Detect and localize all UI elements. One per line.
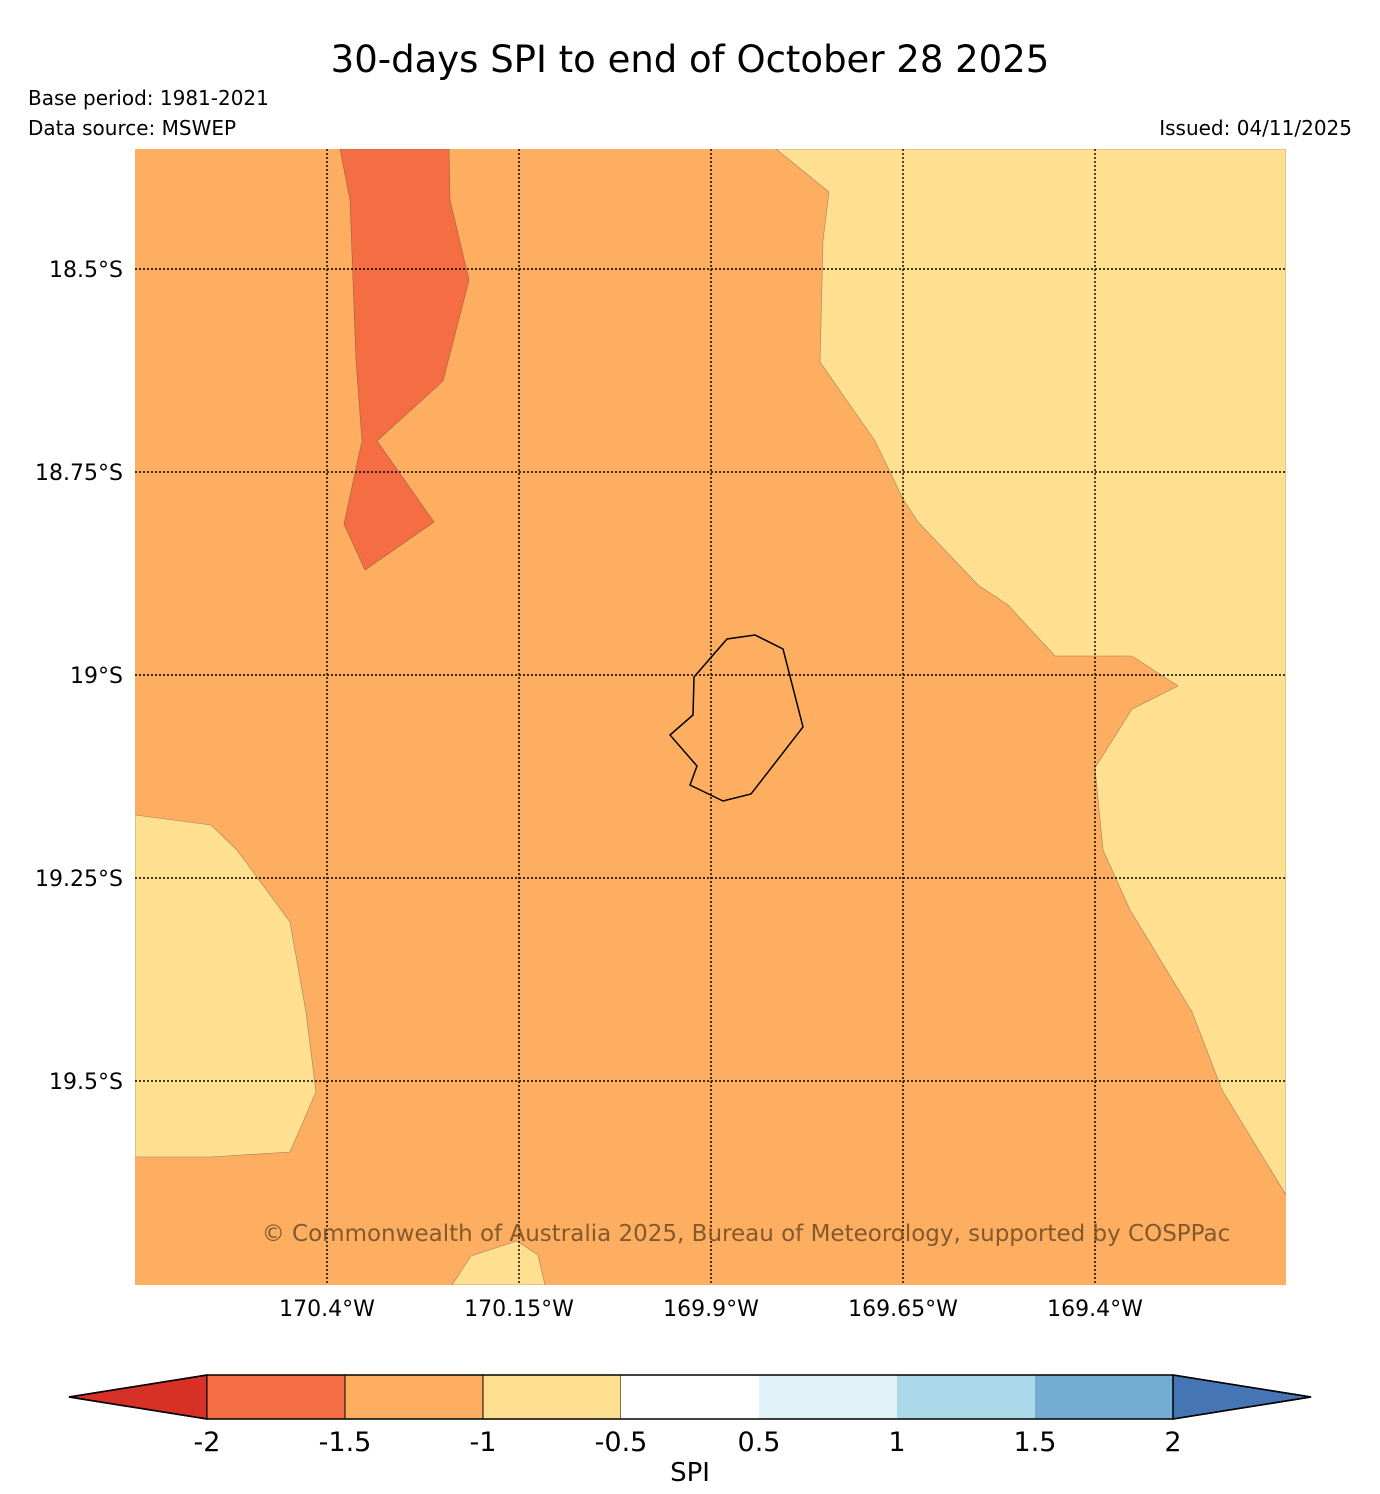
- colorbar-label: SPI: [670, 1458, 710, 1488]
- data-source: Data source: MSWEP: [28, 116, 237, 140]
- spi-region-severe-dry: [339, 149, 470, 571]
- colorbar-tick: 0.5: [738, 1427, 781, 1458]
- colorbar-tick: -0.5: [595, 1427, 648, 1458]
- map-panel: © Commonwealth of Australia 2025, Bureau…: [135, 149, 1286, 1285]
- issued-date: Issued: 04/11/2025: [1159, 116, 1352, 140]
- colorbar-ticks: -2 -1.5 -1 -0.5 0.5 1 1.5 2: [194, 1427, 1182, 1458]
- lon-label: 170.4°W: [279, 1297, 375, 1322]
- graticule: [135, 149, 1286, 1285]
- island-coastline: [668, 634, 804, 802]
- colorbar: -2 -1.5 -1 -0.5 0.5 1 1.5 2 SPI: [68, 1374, 1312, 1488]
- colorbar-tick: -2: [194, 1427, 221, 1458]
- lon-label: 169.65°W: [848, 1297, 958, 1322]
- colorbar-segment: [1035, 1375, 1173, 1419]
- spi-region-mild-dry-south: [451, 1240, 546, 1285]
- lon-label: 169.4°W: [1047, 1297, 1143, 1322]
- colorbar-segment: [206, 1374, 346, 1420]
- colorbar-segment: [344, 1374, 484, 1420]
- colorbar-tick: 1: [888, 1427, 905, 1458]
- lat-label: 18.75°S: [35, 461, 123, 486]
- base-period: Base period: 1981-2021: [28, 86, 269, 110]
- lon-label: 169.9°W: [663, 1297, 759, 1322]
- colorbar-segment: [621, 1375, 759, 1419]
- copyright-notice: © Commonwealth of Australia 2025, Bureau…: [262, 1221, 1231, 1247]
- lat-label: 19°S: [70, 664, 123, 689]
- colorbar-extend-high: [1172, 1374, 1312, 1420]
- colorbar-tick: -1.5: [319, 1427, 372, 1458]
- lon-label: 170.15°W: [464, 1297, 574, 1322]
- lat-label: 18.5°S: [49, 258, 123, 283]
- spi-region-mild-dry-west: [135, 814, 317, 1158]
- latitude-labels: 18.5°S 18.75°S 19°S 19.25°S 19.5°S: [35, 258, 123, 1095]
- longitude-labels: 170.4°W 170.15°W 169.9°W 169.65°W 169.4°…: [279, 1297, 1143, 1322]
- colorbar-tick: 1.5: [1014, 1427, 1057, 1458]
- map-title: 30-days SPI to end of October 28 2025: [330, 38, 1050, 81]
- colorbar-segment: [482, 1374, 622, 1420]
- colorbar-segment: [897, 1375, 1035, 1419]
- colorbar-extend-low: [68, 1374, 208, 1420]
- colorbar-tick: 2: [1164, 1427, 1181, 1458]
- lat-label: 19.25°S: [35, 867, 123, 892]
- lat-label: 19.5°S: [49, 1070, 123, 1095]
- colorbar-tick: -1: [470, 1427, 497, 1458]
- colorbar-segment: [759, 1375, 897, 1419]
